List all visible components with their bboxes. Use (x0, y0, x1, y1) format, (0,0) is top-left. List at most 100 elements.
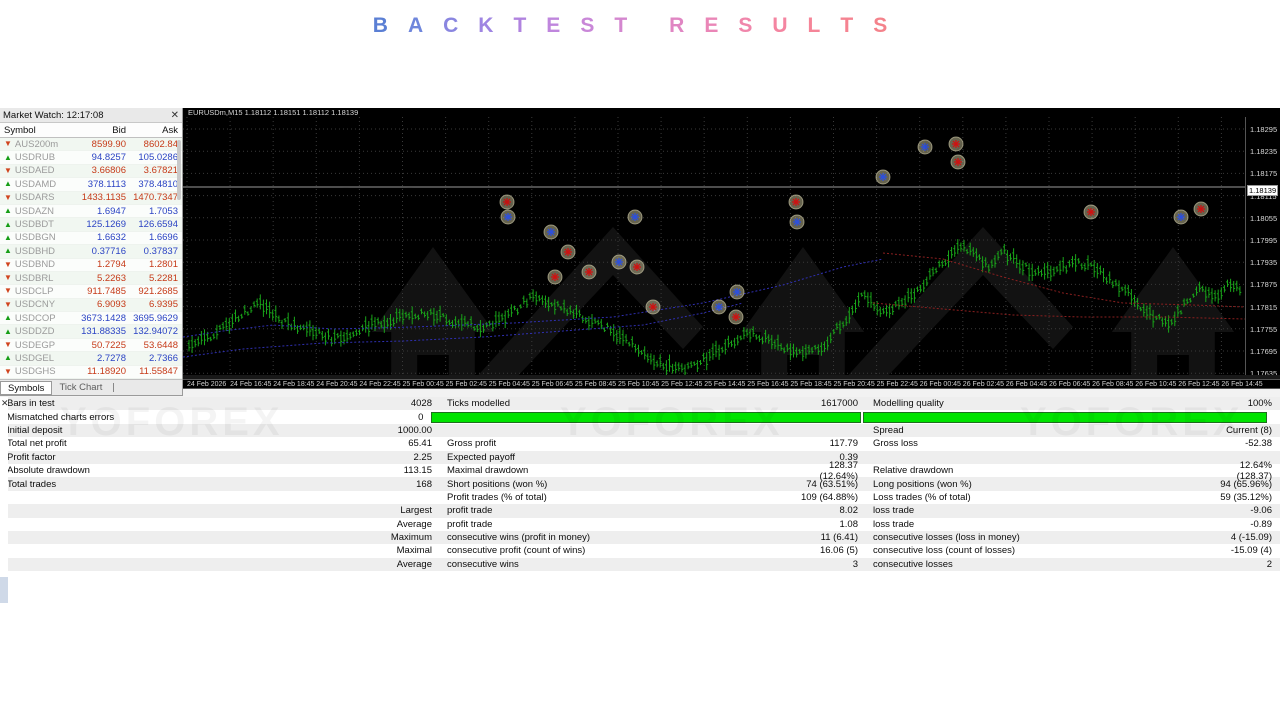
report-label: Profit factor (7, 451, 56, 463)
sell-trade-marker[interactable] (645, 299, 661, 315)
buy-trade-marker[interactable] (1173, 209, 1189, 225)
bid-price: 378.1113 (87, 178, 126, 190)
ask-price: 2.7366 (148, 352, 178, 364)
report-value: Average (396, 558, 432, 570)
report-value: Maximum (390, 532, 432, 544)
price-chart-panel[interactable]: EURUSDm,M15 1.18112 1.18151 1.18112 1.18… (183, 108, 1280, 389)
bid-price: 1433.1135 (81, 192, 126, 204)
report-value: 117.79 (829, 438, 858, 450)
market-watch-symbol-list[interactable]: ▼ AUS200m 8599.90 8602.84 ▲ USDRUB 94.8257 105.… (0, 138, 182, 380)
market-watch-row[interactable]: ▼ USDBRL 5.2263 5.2281 (0, 271, 182, 286)
title-letter: B (372, 14, 388, 37)
market-watch-row[interactable]: ▼ USDCNY 6.9093 6.9395 (0, 298, 182, 313)
symbol-cell: ▼ USDGHS (0, 366, 78, 377)
sell-trade-marker[interactable] (629, 259, 645, 275)
sell-trade-marker[interactable] (950, 154, 966, 170)
buy-trade-marker[interactable] (711, 299, 727, 315)
buy-trade-marker[interactable] (917, 139, 933, 155)
sell-trade-marker[interactable] (547, 269, 563, 285)
close-icon[interactable]: ✕ (170, 110, 179, 121)
chart-horizontal-scrollbar[interactable] (183, 375, 1280, 379)
ask-price: 105.0286 (138, 152, 178, 164)
report-value: Average (396, 518, 432, 530)
report-value: -9.06 (1250, 505, 1272, 517)
sell-trade-marker[interactable] (1193, 201, 1209, 217)
tab-tick-chart[interactable]: Tick Chart (59, 381, 103, 393)
report-label: Absolute drawdown (7, 465, 90, 477)
report-label: profit trade (447, 518, 493, 530)
arrow-down-icon: ▼ (4, 273, 12, 283)
report-label: Spread (873, 424, 904, 436)
market-watch-row[interactable]: ▼ USDCLP 911.7485 921.2685 (0, 285, 182, 299)
sell-trade-marker[interactable] (728, 309, 744, 325)
time-tick-label: 25 Feb 10:45 (618, 381, 660, 388)
report-value: 11 (6.41) (820, 532, 858, 544)
market-watch-row[interactable]: ▲ USDCOP 3673.1428 3695.9629 (0, 312, 182, 326)
time-tick-label: 25 Feb 02:45 (445, 381, 487, 388)
sell-trade-marker[interactable] (948, 136, 964, 152)
market-watch-row[interactable]: ▲ USDGEL 2.7278 2.7366 (0, 352, 182, 366)
market-watch-row[interactable]: ▲ USDAMD 378.1113 378.4810 (0, 178, 182, 192)
market-watch-row[interactable]: ▼ USDBND 1.2794 1.2801 (0, 258, 182, 272)
report-label: consecutive profit (count of wins) (447, 545, 586, 557)
chart-header-ohlc: EURUSDm,M15 1.18112 1.18151 1.18112 1.18… (188, 108, 359, 117)
buy-trade-marker[interactable] (543, 224, 559, 240)
report-row: Absolute drawdown 113.15 Maximal drawdown 1… (0, 460, 1280, 482)
close-icon[interactable]: ✕ (1, 398, 9, 408)
title-letter: E (546, 14, 561, 37)
buy-trade-marker[interactable] (627, 209, 643, 225)
time-tick-label: 26 Feb 06:45 (1049, 381, 1091, 388)
market-watch-row[interactable]: ▲ USDRUB 94.8257 105.0286 (0, 151, 182, 165)
price-axis[interactable]: 1.18295 1.18235 1.18175 1.18115 1.18055 1.179… (1245, 117, 1280, 381)
buy-trade-marker[interactable] (875, 169, 891, 185)
report-value: -0.89 (1250, 518, 1272, 530)
sell-trade-marker[interactable] (1083, 204, 1099, 220)
market-watch-row[interactable]: ▼ USDARS 1433.1135 1470.7347 (0, 191, 182, 205)
time-tick-label: 25 Feb 00:45 (402, 381, 444, 388)
market-watch-scrollbar[interactable] (177, 140, 181, 200)
symbol-name: USDARS (14, 192, 55, 204)
sell-trade-marker[interactable] (560, 244, 576, 260)
ask-price: 53.6448 (143, 339, 178, 351)
market-watch-row[interactable]: ▼ AUS200m 8599.90 8602.84 (0, 138, 182, 152)
price-tick-label: 1.17875 (1250, 280, 1278, 290)
symbol-name: USDCLP (14, 285, 54, 297)
sell-trade-marker[interactable] (788, 194, 804, 210)
column-header-symbol[interactable]: Symbol (4, 125, 36, 136)
symbol-cell: ▲ USDAZN (0, 206, 78, 217)
market-watch-row[interactable]: ▲ USDBDT 125.1269 126.6594 (0, 218, 182, 232)
indicator-lines (183, 252, 1245, 358)
buy-trade-marker[interactable] (611, 254, 627, 270)
sell-trade-marker[interactable] (499, 194, 515, 210)
arrow-up-icon: ▲ (4, 246, 12, 256)
chart-plot-area[interactable] (183, 117, 1245, 381)
arrow-up-icon: ▲ (4, 326, 12, 336)
column-header-bid[interactable]: Bid (112, 125, 126, 136)
market-watch-row[interactable]: ▼ USDGHS 11.18920 11.55847 (0, 365, 182, 380)
buy-trade-marker[interactable] (729, 284, 745, 300)
title-letter: A (407, 14, 424, 37)
price-tick-label: 1.18295 (1250, 125, 1278, 134)
market-watch-row[interactable]: ▲ USDBGN 1.6632 1.6696 (0, 231, 182, 246)
ask-price: 378.4810 (138, 178, 178, 190)
market-watch-row[interactable]: ▲ USDDZD 131.88335 132.94072 (0, 325, 182, 339)
market-watch-titlebar: Market Watch: 12:17:08 ✕ (0, 108, 182, 123)
report-label: loss trade (873, 518, 915, 530)
report-left-strip (0, 397, 8, 603)
symbol-cell: ▲ USDBGN (0, 232, 78, 243)
tab-symbols[interactable]: Symbols (0, 380, 53, 395)
market-watch-row[interactable]: ▲ USDAZN 1.6947 1.7053 (0, 204, 182, 219)
arrow-down-icon: ▼ (4, 340, 12, 350)
trade-markers[interactable] (499, 136, 1209, 325)
buy-trade-marker[interactable] (789, 214, 805, 230)
market-watch-row[interactable]: ▲ USDBHD 0.37716 0.37837 (0, 245, 182, 259)
column-header-ask[interactable]: Ask (162, 125, 178, 136)
report-value: 113.15 (403, 465, 432, 477)
sell-trade-marker[interactable] (581, 264, 597, 280)
market-watch-row[interactable]: ▼ USDAED 3.66806 3.67821 (0, 164, 182, 179)
report-label: consecutive losses (873, 558, 953, 570)
market-watch-row[interactable]: ▼ USDEGP 50.7225 53.6448 (0, 338, 182, 353)
report-label: consecutive losses (loss in money) (873, 532, 1020, 544)
report-rows: Bars in test 4028 Ticks modelled 1617000 Mod… (0, 397, 1280, 572)
buy-trade-marker[interactable] (500, 209, 516, 225)
